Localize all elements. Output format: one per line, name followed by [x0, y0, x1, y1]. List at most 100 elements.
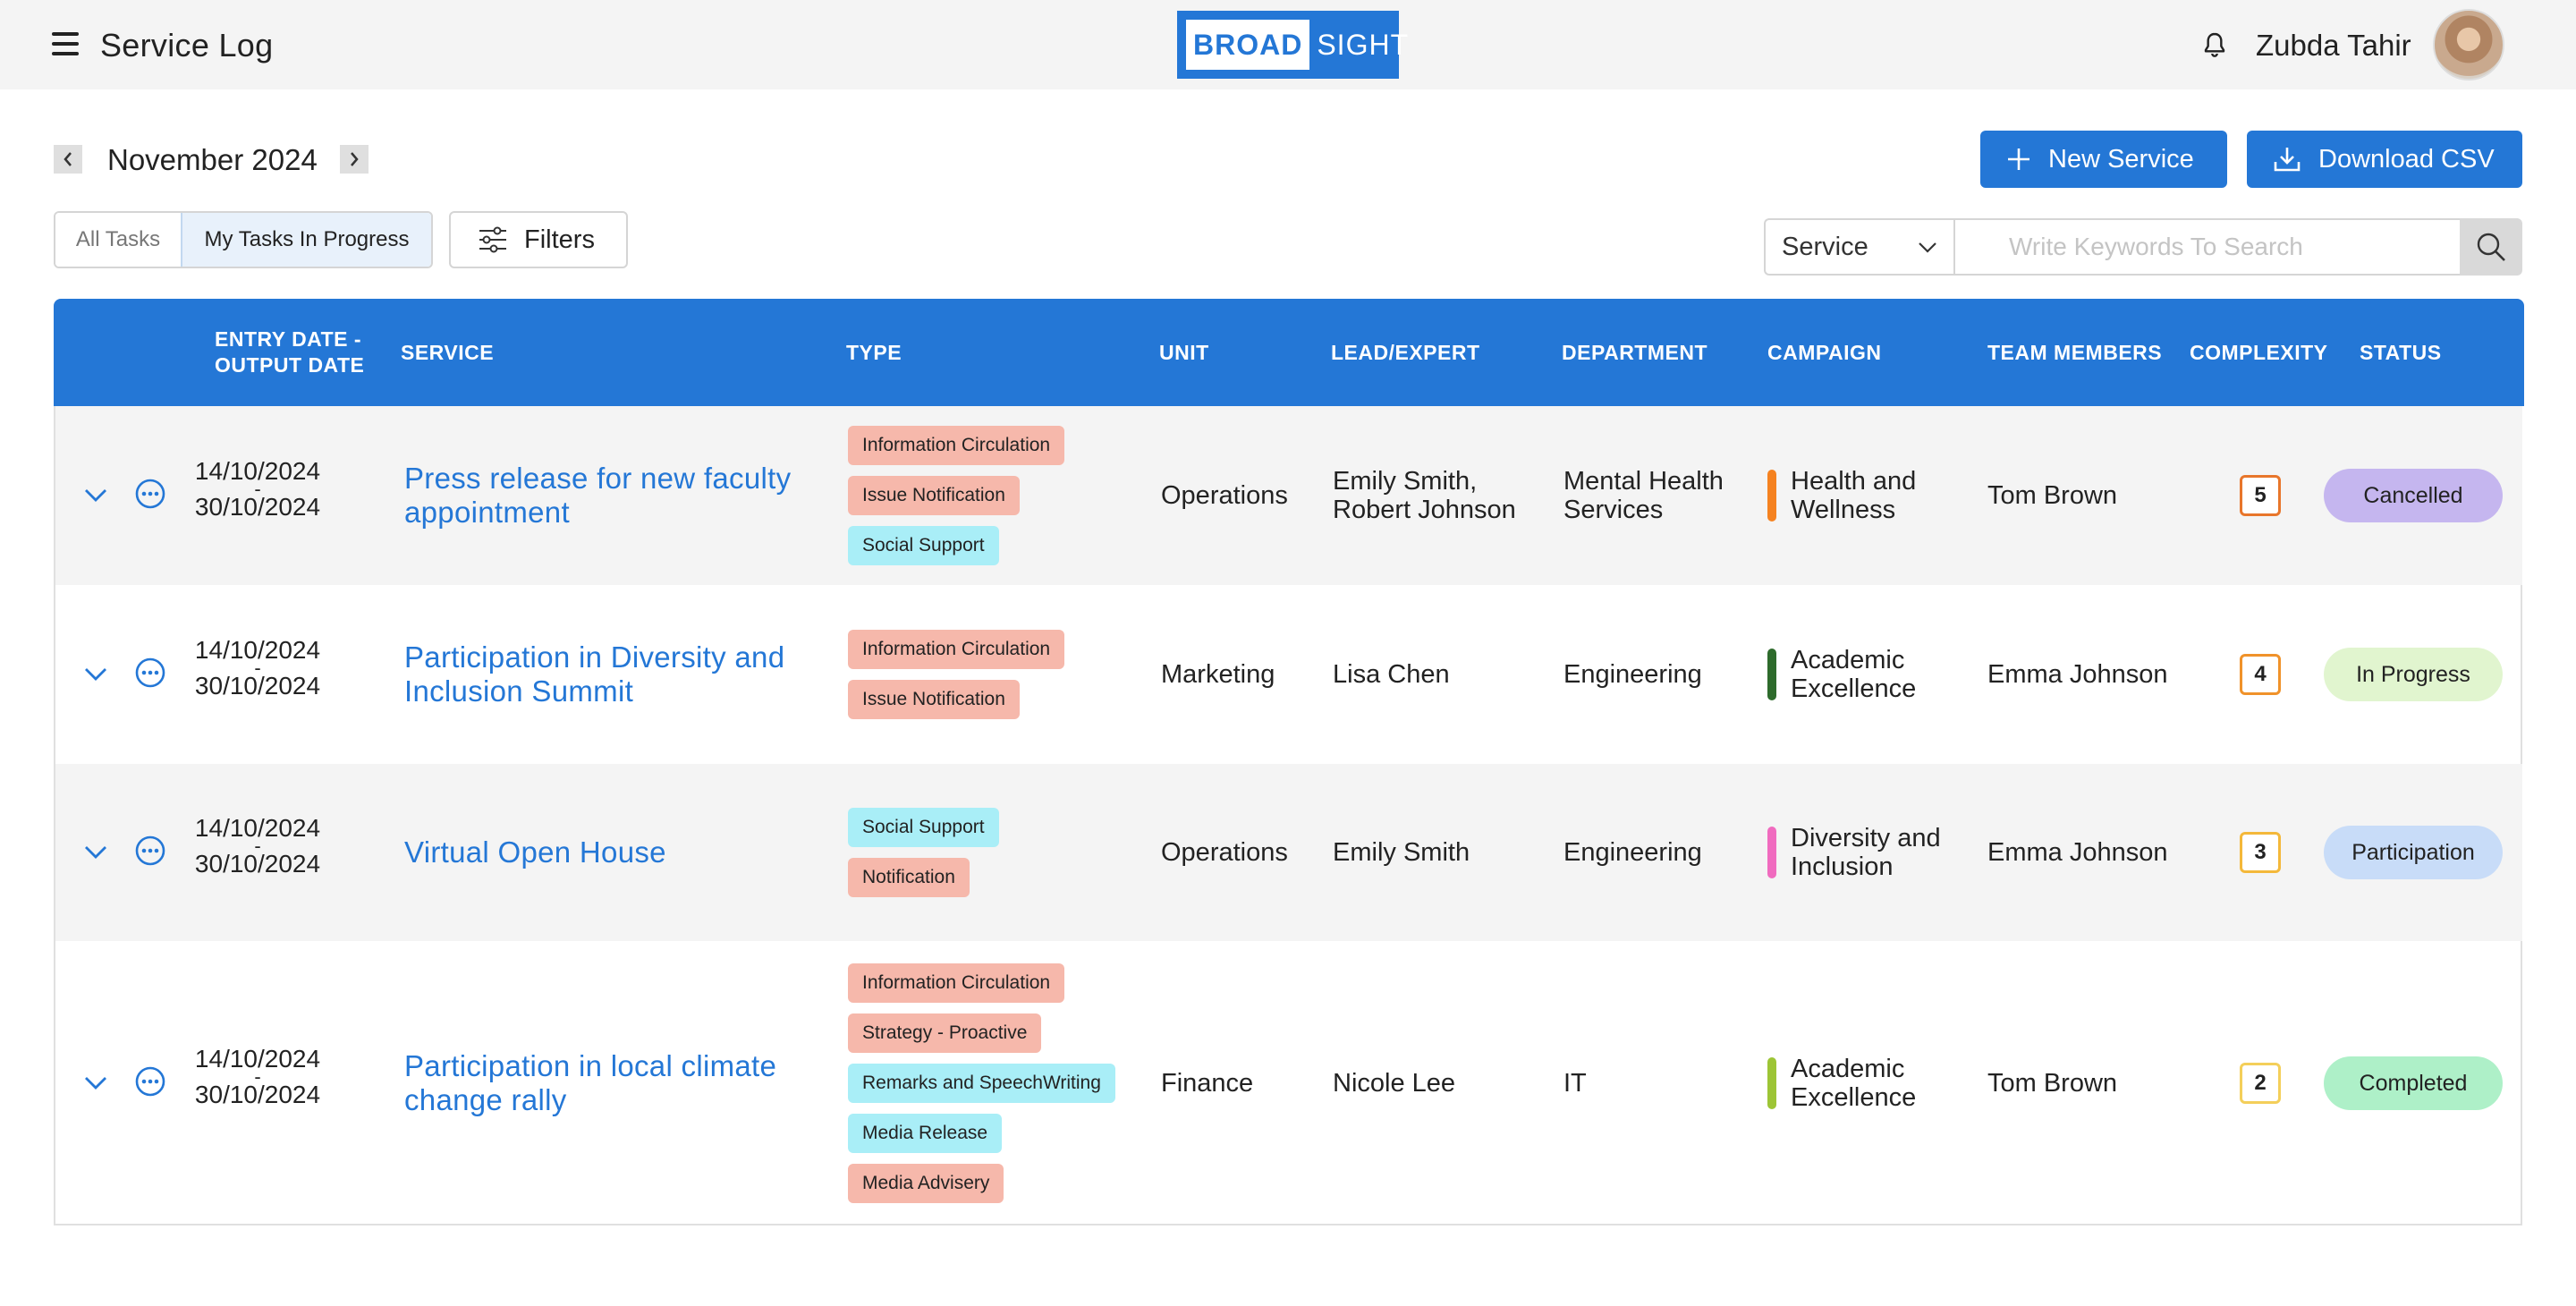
unit-cell: Operations — [1161, 838, 1288, 867]
entry-date: 14/10/2024 — [194, 1045, 321, 1073]
team-members-cell: Tom Brown — [1987, 1069, 2118, 1098]
table-row[interactable]: 14/10/2024-30/10/2024 Participation in lo… — [55, 941, 2522, 1225]
previous-month-button[interactable] — [54, 145, 82, 174]
type-tag: Issue Notification — [848, 680, 1020, 719]
table-row[interactable]: 14/10/2024-30/10/2024 Virtual Open House S… — [55, 764, 2522, 941]
output-date: 30/10/2024 — [194, 850, 321, 878]
lead-cell: Lisa Chen — [1333, 660, 1450, 689]
header-campaign: CAMPAIGN — [1767, 340, 1882, 364]
tab-my-tasks-in-progress[interactable]: My Tasks In Progress — [181, 213, 431, 267]
complexity-badge: 5 — [2240, 475, 2281, 516]
status-badge: Participation — [2324, 826, 2503, 879]
team-members-cell: Emma Johnson — [1987, 838, 2168, 867]
download-csv-label: Download CSV — [2318, 144, 2495, 174]
expand-row-chevron-down-icon[interactable] — [82, 838, 109, 865]
search-input[interactable] — [1953, 218, 2460, 276]
page-title: Service Log — [100, 27, 274, 64]
current-month-label: November 2024 — [107, 143, 318, 176]
unit-cell: Marketing — [1161, 660, 1275, 689]
service-table: ENTRY DATE - OUTPUT DATE SERVICE TYPE UNI… — [54, 299, 2524, 1225]
header-dates: ENTRY DATE - OUTPUT DATE — [215, 327, 365, 377]
table-row[interactable]: 14/10/2024-30/10/2024 Participation in Di… — [55, 585, 2522, 764]
date-separator: - — [254, 835, 261, 857]
campaign-cell: Health and Wellness — [1767, 406, 1916, 585]
lead-cell: Nicole Lee — [1333, 1069, 1456, 1098]
status-badge: Completed — [2324, 1056, 2503, 1110]
task-tabs: All Tasks My Tasks In Progress — [54, 211, 433, 268]
team-members-cell: Emma Johnson — [1987, 660, 2168, 689]
type-tag: Information Circulation — [848, 963, 1065, 1003]
entry-date: 14/10/2024 — [194, 814, 321, 842]
top-bar: Service Log BROAD SIGHT Zubda Tahir — [0, 0, 2576, 89]
date-separator: - — [254, 1065, 261, 1088]
entry-date: 14/10/2024 — [194, 457, 321, 485]
campaign-color-bar — [1767, 1057, 1776, 1109]
type-tag: Issue Notification — [848, 476, 1020, 515]
complexity-badge: 3 — [2240, 832, 2281, 873]
table-row[interactable]: 14/10/2024-30/10/2024 Press release for n… — [55, 406, 2522, 585]
new-service-label: New Service — [2048, 144, 2194, 174]
department-cell: Engineering — [1563, 838, 1702, 867]
output-date: 30/10/2024 — [194, 672, 321, 700]
department-cell: Engineering — [1563, 660, 1702, 689]
type-tag: Information Circulation — [848, 630, 1065, 669]
date-separator: - — [254, 478, 261, 500]
chevron-right-icon — [351, 152, 359, 166]
filters-button[interactable]: Filters — [449, 211, 628, 268]
type-tag: Social Support — [848, 808, 999, 847]
header-unit: UNIT — [1159, 340, 1209, 364]
search-icon — [2477, 233, 2505, 261]
download-icon — [2274, 148, 2301, 172]
unit-cell: Operations — [1161, 481, 1288, 510]
output-date: 30/10/2024 — [194, 493, 321, 521]
type-tag: Notification — [848, 858, 970, 897]
table-header: ENTRY DATE - OUTPUT DATE SERVICE TYPE UNI… — [54, 299, 2524, 406]
more-options-icon[interactable] — [134, 1065, 166, 1098]
type-tag: Remarks and SpeechWriting — [848, 1064, 1115, 1103]
new-service-button[interactable]: New Service — [1980, 131, 2227, 188]
type-tags: Information Circulation Issue Notificatio… — [848, 406, 1065, 585]
hamburger-menu-icon[interactable] — [52, 32, 79, 57]
download-csv-button[interactable]: Download CSV — [2247, 131, 2522, 188]
entry-output-dates: 14/10/2024-30/10/2024 — [177, 636, 338, 710]
header-complexity: COMPLEXITY — [2190, 340, 2328, 364]
service-link[interactable]: Participation in Diversity and Inclusion… — [404, 640, 785, 708]
entry-output-dates: 14/10/2024-30/10/2024 — [177, 1047, 338, 1119]
department-cell: IT — [1563, 1069, 1587, 1098]
chevron-down-icon — [1919, 242, 1936, 253]
filters-label: Filters — [524, 225, 595, 254]
header-service: SERVICE — [401, 340, 495, 364]
service-link[interactable]: Virtual Open House — [404, 835, 666, 869]
type-tag: Social Support — [848, 526, 999, 565]
search-button[interactable] — [2460, 218, 2522, 276]
service-link[interactable]: Press release for new faculty appointmen… — [404, 462, 792, 529]
expand-row-chevron-down-icon[interactable] — [82, 481, 109, 508]
more-options-icon[interactable] — [134, 657, 166, 689]
status-badge: Cancelled — [2324, 469, 2503, 522]
type-tags: Social Support Notification — [848, 764, 999, 941]
expand-row-chevron-down-icon[interactable] — [82, 660, 109, 687]
team-members-cell: Tom Brown — [1987, 481, 2118, 510]
avatar[interactable] — [2433, 9, 2504, 81]
tab-all-tasks[interactable]: All Tasks — [55, 213, 181, 267]
next-month-button[interactable] — [340, 145, 369, 174]
type-tag: Media Release — [848, 1114, 1003, 1153]
chevron-left-icon — [64, 152, 72, 166]
status-badge: In Progress — [2324, 648, 2503, 701]
lead-cell: Emily Smith, Robert Johnson — [1333, 467, 1516, 524]
more-options-icon[interactable] — [134, 478, 166, 510]
unit-cell: Finance — [1161, 1069, 1254, 1098]
entry-date: 14/10/2024 — [194, 636, 321, 664]
type-tag: Strategy - Proactive — [848, 1013, 1042, 1053]
campaign-color-bar — [1767, 470, 1776, 522]
brand-logo: BROAD SIGHT — [1177, 11, 1408, 79]
more-options-icon[interactable] — [134, 835, 166, 867]
logo-sight: SIGHT — [1317, 28, 1410, 61]
search-field-select[interactable]: Service — [1764, 218, 1953, 276]
campaign-color-bar — [1767, 827, 1776, 878]
service-link[interactable]: Participation in local climate change ra… — [404, 1049, 777, 1116]
header-type: TYPE — [846, 340, 902, 364]
bell-icon[interactable] — [2200, 29, 2229, 61]
expand-row-chevron-down-icon[interactable] — [82, 1069, 109, 1096]
campaign-cell: Academic Excellence — [1767, 585, 1916, 764]
